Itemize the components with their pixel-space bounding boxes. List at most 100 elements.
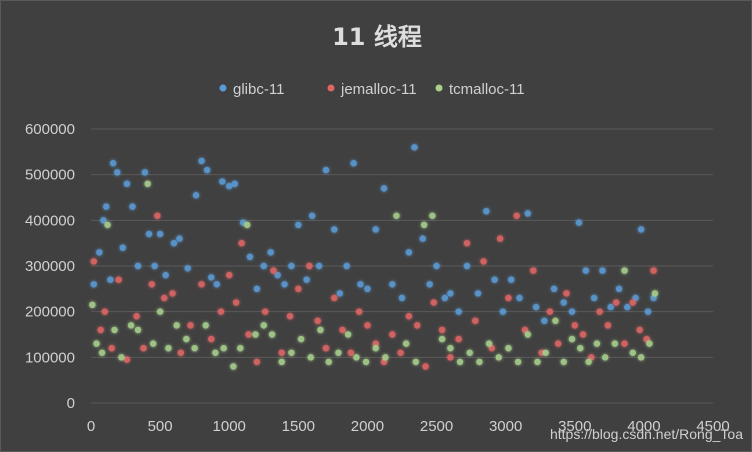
point-glibc-11 (192, 192, 200, 199)
point-jemalloc-11 (530, 267, 537, 274)
point-jemalloc-11 (604, 322, 612, 329)
point-glibc-11 (184, 265, 191, 272)
point-glibc-11 (176, 235, 183, 242)
point-glibc-11 (151, 262, 158, 270)
legend: glibc-11 jemalloc-11 tcmalloc-11 (219, 81, 525, 98)
point-tcmalloc-11 (118, 354, 125, 361)
point-glibc-11 (246, 253, 254, 261)
point-tcmalloc-11 (127, 322, 135, 329)
point-tcmalloc-11 (412, 358, 420, 366)
point-tcmalloc-11 (534, 358, 541, 366)
point-jemalloc-11 (554, 340, 562, 347)
point-jemalloc-11 (414, 322, 421, 329)
point-glibc-11 (203, 166, 211, 174)
point-tcmalloc-11 (621, 267, 628, 274)
point-jemalloc-11 (306, 262, 313, 270)
point-jemalloc-11 (148, 281, 156, 288)
point-jemalloc-11 (613, 299, 620, 306)
point-tcmalloc-11 (191, 345, 198, 352)
point-glibc-11 (114, 169, 121, 176)
point-glibc-11 (219, 178, 226, 185)
point-tcmalloc-11 (297, 335, 305, 343)
legend-label-glibc-11: glibc-11 (233, 81, 284, 98)
point-tcmalloc-11 (335, 349, 342, 356)
point-glibc-11 (274, 271, 281, 279)
x-tick-label: 1000 (213, 418, 246, 435)
legend-marker-jemalloc-11 (327, 84, 335, 92)
point-glibc-11 (322, 166, 330, 174)
point-glibc-11 (253, 285, 261, 293)
point-jemalloc-11 (245, 331, 252, 338)
point-tcmalloc-11 (156, 308, 164, 315)
point-glibc-11 (637, 226, 645, 233)
point-jemalloc-11 (208, 335, 215, 343)
point-tcmalloc-11 (651, 290, 659, 297)
point-jemalloc-11 (596, 308, 603, 315)
point-jemalloc-11 (397, 349, 404, 356)
point-tcmalloc-11 (372, 345, 379, 352)
x-axis-ticks: 0 500 1000 1500 2000 2500 3000 3500 4000 4500 (87, 418, 730, 435)
point-glibc-11 (100, 217, 107, 224)
point-jemalloc-11 (389, 331, 396, 338)
point-glibc-11 (441, 294, 449, 302)
legend-label-jemalloc-11: jemalloc-11 (340, 81, 417, 98)
point-jemalloc-11 (472, 317, 479, 324)
point-glibc-11 (524, 210, 531, 217)
y-tick-label: 100000 (25, 349, 75, 366)
point-glibc-11 (541, 317, 548, 324)
point-glibc-11 (483, 208, 490, 215)
point-tcmalloc-11 (585, 358, 592, 366)
point-tcmalloc-11 (307, 354, 314, 361)
point-glibc-11 (455, 308, 462, 315)
point-jemalloc-11 (140, 345, 147, 352)
point-jemalloc-11 (372, 340, 379, 347)
point-glibc-11 (231, 180, 238, 187)
point-tcmalloc-11 (629, 349, 637, 356)
point-jemalloc-11 (90, 258, 97, 265)
point-glibc-11 (109, 160, 117, 167)
point-tcmalloc-11 (93, 340, 100, 347)
point-jemalloc-11 (447, 354, 454, 361)
point-glibc-11 (315, 262, 323, 270)
legend-marker-glibc-11 (219, 84, 227, 92)
point-jemalloc-11 (339, 326, 346, 334)
x-tick-label: 500 (148, 418, 173, 435)
y-axis-ticks: 0 100000 200000 300000 400000 500000 600000 (25, 121, 75, 412)
point-tcmalloc-11 (220, 345, 227, 352)
y-tick-label: 500000 (25, 167, 75, 184)
point-jemalloc-11 (480, 258, 487, 265)
chart-title: 11 线程 (332, 23, 422, 51)
point-tcmalloc-11 (577, 345, 584, 352)
legend-label-tcmalloc-11: tcmalloc-11 (449, 81, 525, 98)
point-jemalloc-11 (187, 322, 194, 329)
point-tcmalloc-11 (476, 358, 483, 366)
point-jemalloc-11 (422, 363, 429, 370)
point-glibc-11 (568, 308, 576, 315)
point-jemalloc-11 (331, 294, 338, 302)
point-glibc-11 (364, 285, 371, 293)
point-glibc-11 (156, 230, 164, 238)
point-glibc-11 (134, 262, 142, 270)
point-jemalloc-11 (253, 358, 261, 366)
point-tcmalloc-11 (611, 340, 619, 347)
point-glibc-11 (516, 294, 523, 302)
point-tcmalloc-11 (552, 317, 559, 324)
point-jemalloc-11 (238, 239, 245, 247)
point-jemalloc-11 (513, 212, 520, 219)
point-jemalloc-11 (505, 294, 512, 302)
point-glibc-11 (96, 249, 103, 256)
point-tcmalloc-11 (165, 345, 172, 352)
point-glibc-11 (350, 160, 357, 167)
point-glibc-11 (499, 308, 507, 315)
point-tcmalloc-11 (98, 349, 106, 356)
point-glibc-11 (411, 144, 418, 151)
point-glibc-11 (599, 267, 606, 274)
point-glibc-11 (491, 276, 498, 283)
point-jemalloc-11 (347, 349, 355, 356)
y-tick-label: 600000 (25, 121, 75, 138)
point-jemalloc-11 (177, 349, 185, 356)
point-glibc-11 (532, 303, 540, 311)
point-glibc-11 (308, 212, 316, 219)
